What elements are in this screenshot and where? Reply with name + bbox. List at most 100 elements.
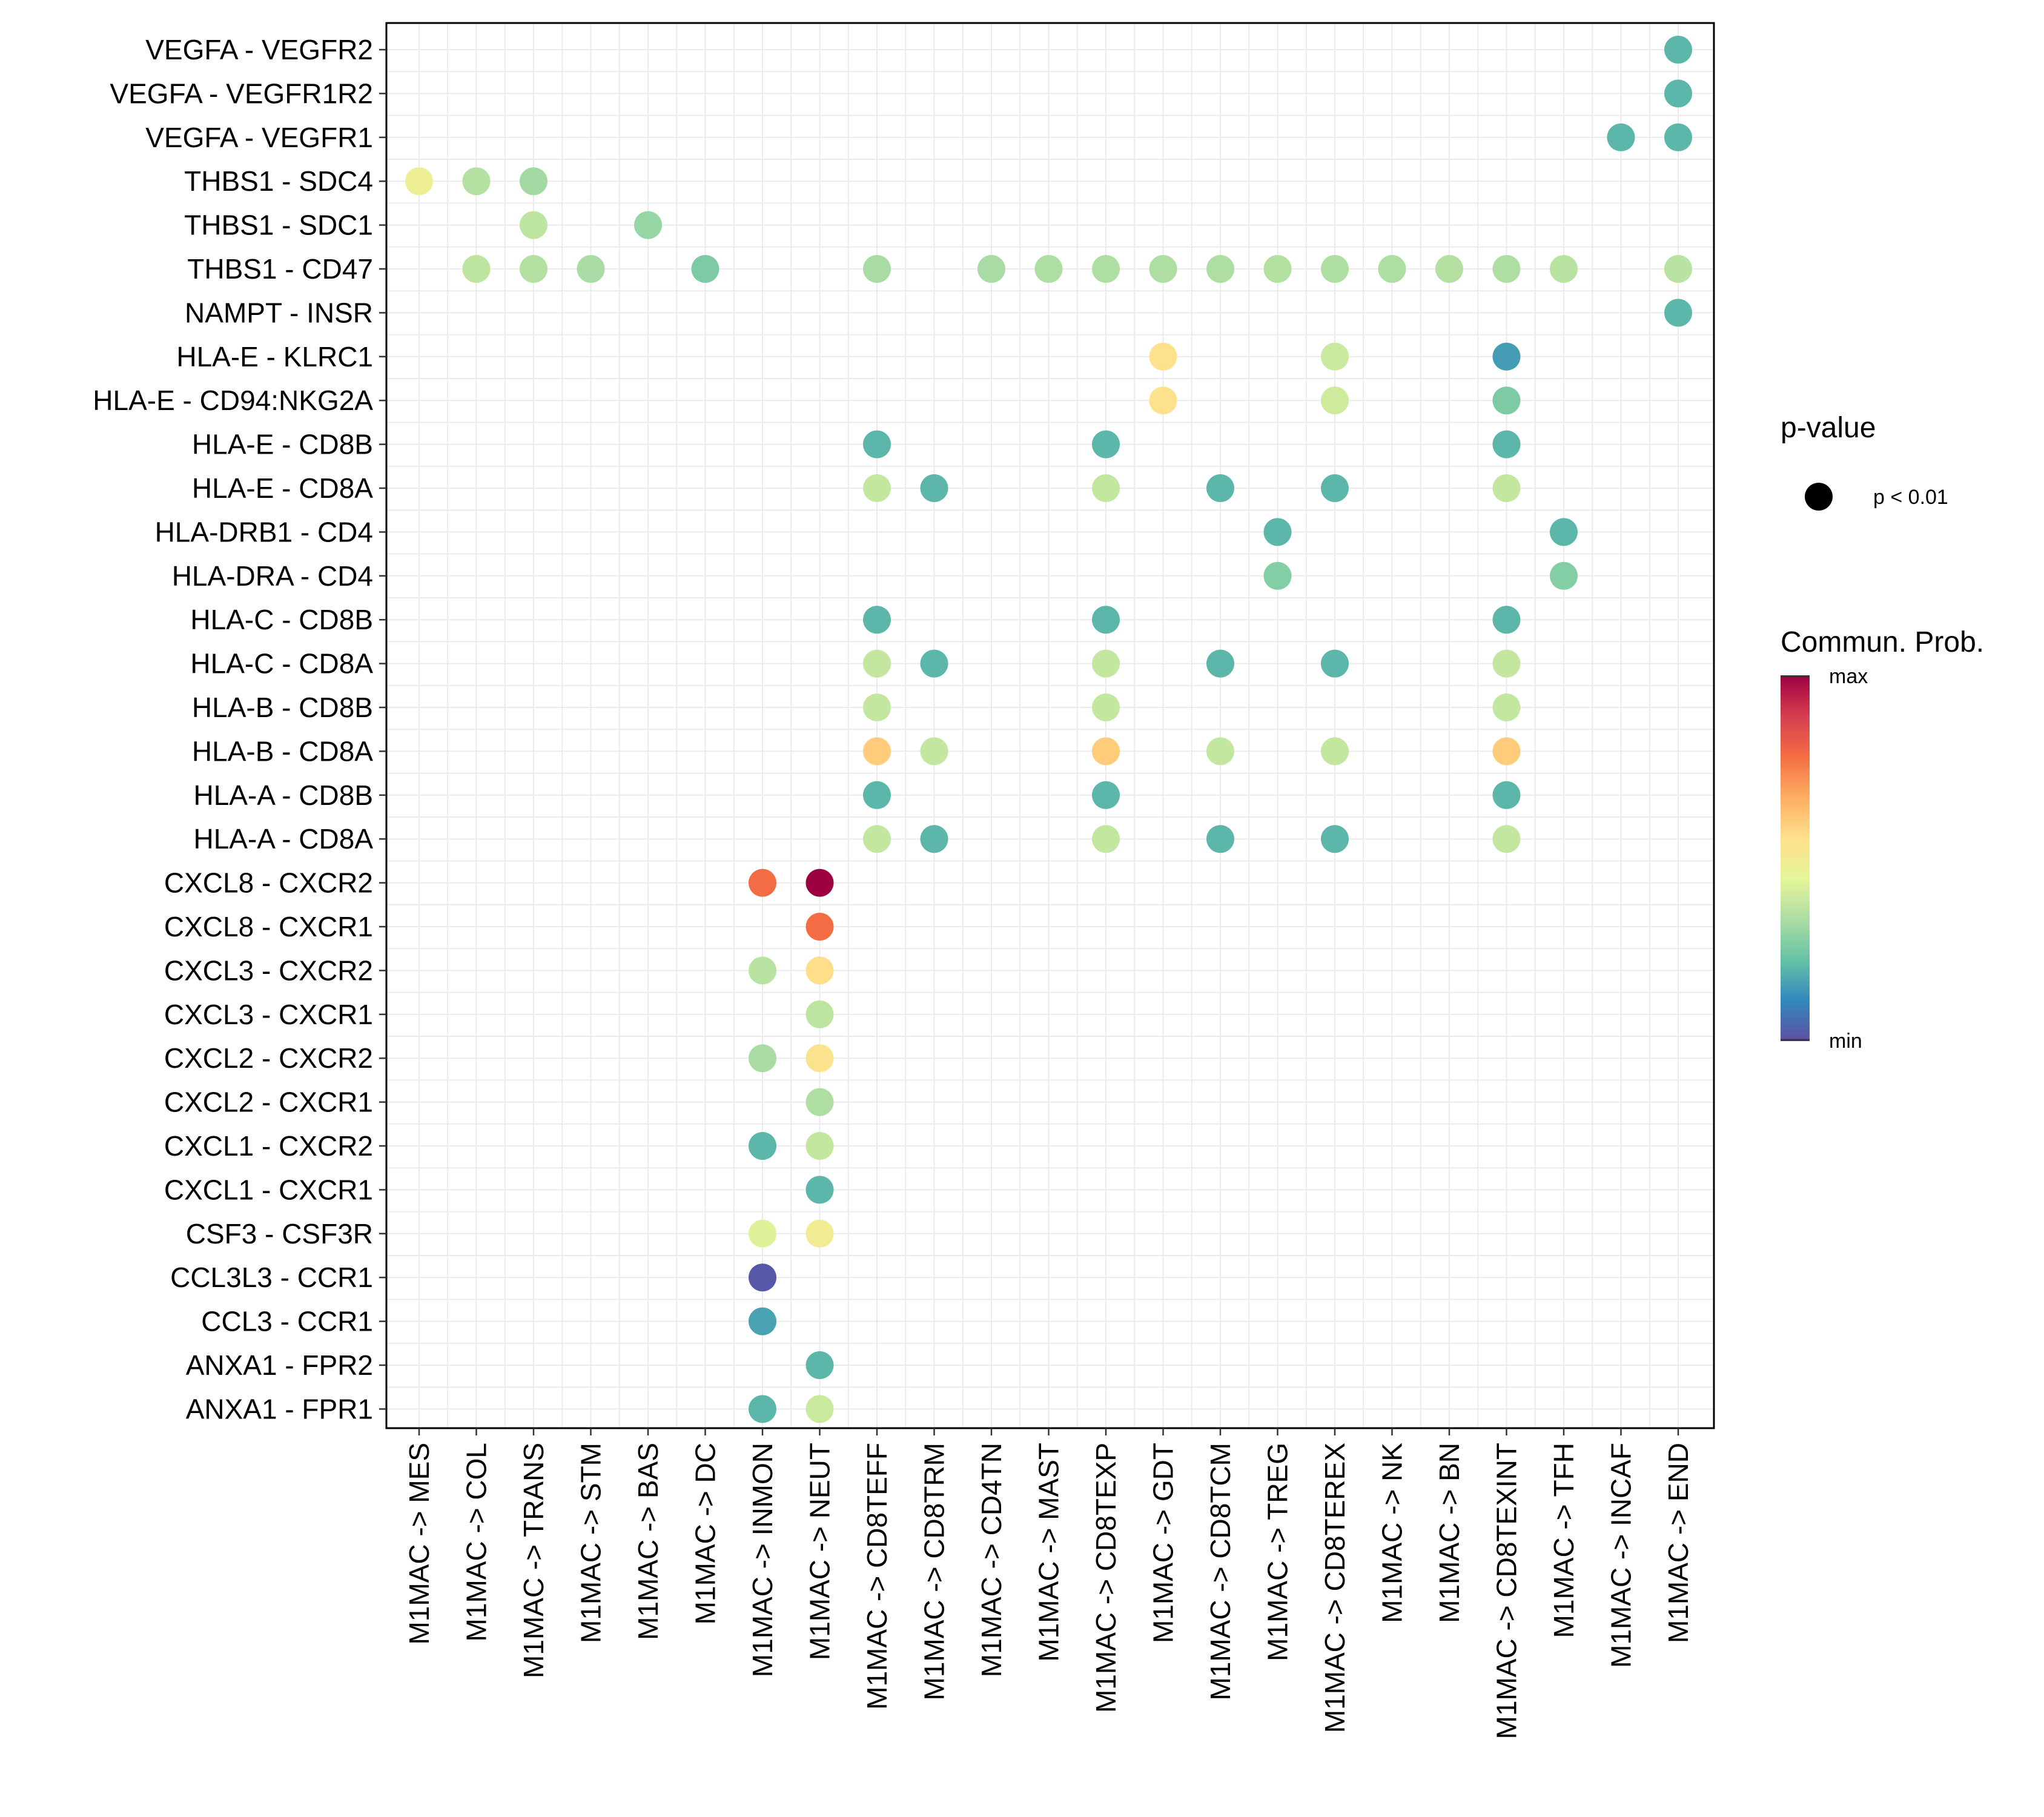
- y-tick-label: CXCL1 - CXCR2: [164, 1130, 373, 1162]
- x-tick-label: M1MAC -> CD8TCM: [1205, 1443, 1236, 1701]
- data-point: [1321, 737, 1349, 766]
- y-tick-label: HLA-E - CD8B: [192, 429, 373, 460]
- data-point: [1263, 255, 1292, 283]
- data-point: [1550, 518, 1578, 546]
- legend-pvalue-dot: [1805, 483, 1833, 511]
- x-tick-label: M1MAC -> TFH: [1548, 1443, 1579, 1638]
- data-point: [1092, 781, 1120, 809]
- data-point: [863, 737, 891, 766]
- data-point: [749, 1219, 776, 1248]
- data-point: [920, 649, 948, 678]
- plot-panel: [385, 22, 1715, 1429]
- x-tick-label: M1MAC -> BN: [1434, 1443, 1465, 1623]
- data-point: [863, 781, 891, 809]
- y-tick-label: CXCL1 - CXCR1: [164, 1174, 373, 1205]
- y-tick-label: HLA-DRB1 - CD4: [155, 516, 373, 548]
- x-tick-label: M1MAC -> CD8TRM: [919, 1443, 950, 1701]
- y-tick-label: CXCL8 - CXCR2: [164, 867, 373, 899]
- data-point: [1092, 606, 1120, 634]
- data-point: [1492, 649, 1521, 678]
- data-point: [1092, 430, 1120, 458]
- legend-pvalue-label: p < 0.01: [1873, 486, 1948, 509]
- data-point: [1206, 255, 1234, 283]
- legend-pvalue: p-value p < 0.01: [1781, 412, 1948, 511]
- data-point: [1492, 606, 1521, 634]
- y-tick-label: HLA-E - KLRC1: [176, 341, 373, 372]
- data-point: [749, 1263, 776, 1292]
- x-tick-label: M1MAC -> INCAF: [1606, 1443, 1637, 1668]
- data-point: [1664, 79, 1692, 108]
- data-point: [1607, 123, 1635, 151]
- y-tick-label: HLA-B - CD8A: [192, 735, 373, 767]
- x-tick-label: M1MAC -> GDT: [1148, 1443, 1179, 1643]
- data-point: [1321, 255, 1349, 283]
- data-point: [920, 825, 948, 853]
- data-point: [1492, 430, 1521, 458]
- data-point: [520, 167, 547, 196]
- y-tick-label: HLA-B - CD8B: [192, 692, 373, 723]
- data-point: [1321, 649, 1349, 678]
- y-tick-label: HLA-E - CD94:NKG2A: [93, 385, 373, 416]
- x-tick-label: M1MAC -> BAS: [632, 1443, 664, 1640]
- y-tick-label: VEGFA - VEGFR1: [145, 122, 373, 153]
- data-point: [749, 1044, 776, 1073]
- y-tick-label: VEGFA - VEGFR2: [145, 34, 373, 65]
- data-point: [1206, 737, 1234, 766]
- y-tick-label: CXCL2 - CXCR1: [164, 1087, 373, 1118]
- data-point: [520, 211, 547, 239]
- y-axis-labels: VEGFA - VEGFR2 VEGFA - VEGFR1R2 VEGFA - VE…: [93, 34, 386, 1425]
- x-tick-label: M1MAC -> DC: [690, 1443, 721, 1624]
- data-points: [405, 36, 1692, 1423]
- x-tick-label: M1MAC -> CD8TEREX: [1319, 1443, 1351, 1733]
- y-tick-label: CXCL2 - CXCR2: [164, 1042, 373, 1074]
- x-tick-label: M1MAC -> MES: [403, 1443, 435, 1645]
- data-point: [1664, 299, 1692, 327]
- data-point: [1492, 825, 1521, 853]
- x-axis-labels: M1MAC -> MES M1MAC -> COL M1MAC -> TRANS M1…: [403, 1428, 1694, 1739]
- x-tick-label: M1MAC -> TRANS: [518, 1443, 549, 1678]
- data-point: [1092, 649, 1120, 678]
- data-point: [1492, 386, 1521, 415]
- y-tick-label: THBS1 - CD47: [187, 253, 373, 285]
- y-tick-label: HLA-C - CD8A: [190, 648, 373, 680]
- data-point: [1149, 386, 1177, 415]
- data-point: [805, 913, 834, 941]
- y-tick-label: HLA-E - CD8A: [192, 472, 373, 504]
- y-tick-label: HLA-DRA - CD4: [172, 560, 373, 592]
- y-tick-label: THBS1 - SDC1: [184, 210, 373, 241]
- data-point: [462, 167, 491, 196]
- y-tick-label: CXCL3 - CXCR2: [164, 955, 373, 986]
- y-tick-label: ANXA1 - FPR1: [186, 1393, 373, 1425]
- data-point: [1492, 737, 1521, 766]
- data-point: [749, 1395, 776, 1423]
- y-tick-label: HLA-A - CD8A: [193, 823, 373, 855]
- data-point: [863, 255, 891, 283]
- x-tick-label: M1MAC -> TREG: [1262, 1443, 1294, 1661]
- data-point: [1263, 518, 1292, 546]
- data-point: [1092, 474, 1120, 502]
- y-tick-label: CXCL3 - CXCR1: [164, 999, 373, 1030]
- colorbar-max-label: max: [1829, 665, 1868, 688]
- x-tick-label: M1MAC -> STM: [575, 1443, 607, 1643]
- y-tick-label: CSF3 - CSF3R: [186, 1218, 373, 1249]
- data-point: [1321, 474, 1349, 502]
- data-point: [1492, 255, 1521, 283]
- x-tick-label: M1MAC -> END: [1662, 1443, 1694, 1643]
- data-point: [1492, 781, 1521, 809]
- data-point: [805, 1395, 834, 1423]
- data-point: [634, 211, 662, 239]
- data-point: [1092, 737, 1120, 766]
- data-point: [1664, 255, 1692, 283]
- data-point: [1092, 255, 1120, 283]
- data-point: [1092, 693, 1120, 721]
- data-point: [1034, 255, 1063, 283]
- data-point: [1378, 255, 1406, 283]
- data-point: [805, 1351, 834, 1379]
- x-tick-label: M1MAC -> MAST: [1033, 1443, 1065, 1662]
- y-tick-label: ANXA1 - FPR2: [186, 1349, 373, 1381]
- data-point: [805, 1176, 834, 1204]
- data-point: [863, 693, 891, 721]
- data-point: [1492, 342, 1521, 371]
- data-point: [1664, 36, 1692, 64]
